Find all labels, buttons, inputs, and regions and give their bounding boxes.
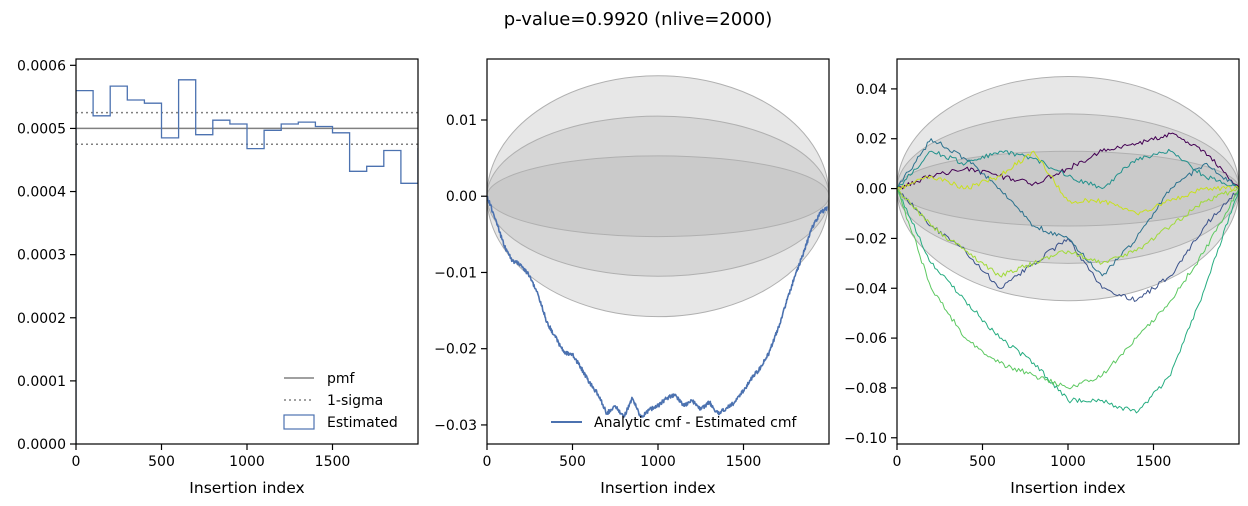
- cmf-sample-line: [897, 188, 1239, 390]
- x-tick-label: 1000: [229, 454, 265, 470]
- y-tick-label: −0.08: [844, 381, 887, 397]
- cmf-sample-line: [897, 148, 1239, 190]
- x-tick-label: 1500: [315, 454, 351, 470]
- figure-title: p-value=0.9920 (nlive=2000): [504, 9, 772, 30]
- panel-cmf-difference: 0 500 1000 1500 0.01 0.00 −0.01 −0.02 −0.03 Inser…: [434, 58, 830, 497]
- y-tick-label: 0.0006: [17, 58, 66, 74]
- y-tick-label: −0.04: [844, 281, 887, 297]
- sigma-band: [487, 115, 829, 277]
- x-axis-label: Insertion index: [1010, 479, 1125, 497]
- x-tick-label: 0: [893, 454, 902, 470]
- legend-pmf-label: pmf: [327, 371, 356, 387]
- y-tick-label: 0.0000: [17, 437, 66, 453]
- y-tick-label: −0.06: [844, 331, 887, 347]
- y-tick-label: 0.00: [856, 182, 887, 198]
- legend-sigma-label: 1-sigma: [327, 393, 383, 409]
- y-tick-label: 0.0003: [17, 248, 66, 264]
- cmf-sample-line: [897, 138, 1239, 277]
- cmf-sample-line: [897, 150, 1239, 216]
- legend-cmf-label: Analytic cmf - Estimated cmf: [594, 415, 797, 431]
- legend-estimated-label: Estimated: [327, 415, 398, 431]
- cmf-sample-line: [897, 188, 1239, 414]
- legend-estimated-swatch: [283, 414, 315, 430]
- x-axis-label: Insertion index: [189, 479, 304, 497]
- x-tick-label: 500: [559, 454, 586, 470]
- y-tick-label: −0.02: [844, 231, 887, 247]
- cmf-difference-line: [487, 195, 828, 419]
- y-tick-label: 0.0002: [17, 311, 66, 327]
- y-tick-label: −0.01: [434, 265, 477, 281]
- sigma-band: [487, 75, 829, 318]
- y-tick-label: 0.02: [856, 132, 887, 148]
- x-tick-label: 1000: [1050, 454, 1086, 470]
- x-tick-label: 1000: [640, 454, 676, 470]
- y-tick-label: 0.0004: [17, 185, 66, 201]
- x-tick-label: 1500: [1136, 454, 1172, 470]
- y-tick-label: 0.01: [446, 113, 477, 129]
- y-tick-label: 0.00: [446, 189, 477, 205]
- x-axis-label: Insertion index: [600, 479, 715, 497]
- x-tick-label: 1500: [726, 454, 762, 470]
- x-tick-label: 500: [148, 454, 175, 470]
- y-tick-label: −0.10: [844, 431, 887, 447]
- y-tick-label: −0.03: [434, 418, 477, 434]
- y-tick-label: −0.02: [434, 342, 477, 358]
- panel-histogram: 0 500 1000 1500 0.0000 0.0001 0.0002 0.0003 0.00…: [17, 58, 419, 497]
- y-tick-label: 0.04: [856, 82, 887, 98]
- sigma-band: [897, 150, 1239, 227]
- panel-cmf-ensemble: 0 500 1000 1500 0.04 0.02 0.00 −0.02 −0.04 −0.06 −…: [844, 58, 1240, 497]
- y-tick-label: 0.0005: [17, 121, 66, 137]
- cmf-sample-line: [897, 188, 1239, 278]
- x-tick-label: 0: [483, 454, 492, 470]
- cmf-sample-line: [897, 132, 1239, 190]
- x-tick-label: 500: [969, 454, 996, 470]
- sigma-band: [897, 75, 1239, 302]
- histogram-steps: [76, 79, 418, 444]
- sigma-band: [487, 155, 829, 238]
- y-tick-label: 0.0001: [17, 374, 66, 390]
- x-tick-label: 0: [72, 454, 81, 470]
- sigma-band: [897, 113, 1239, 264]
